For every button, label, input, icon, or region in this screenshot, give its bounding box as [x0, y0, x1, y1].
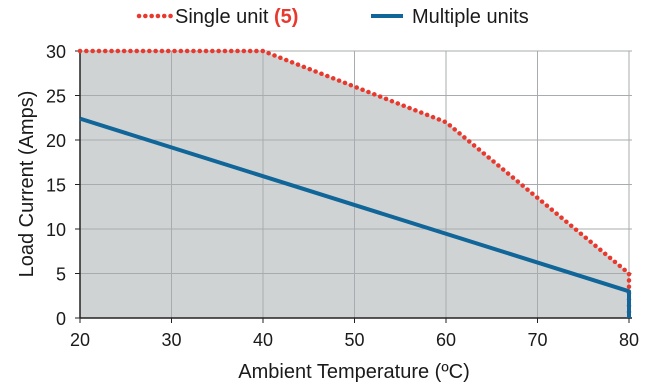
legend-label-multiple-units: Multiple units — [412, 6, 529, 28]
x-axis-label: Ambient Temperature (ºC) — [238, 361, 469, 383]
y-tick-label: 0 — [56, 309, 66, 329]
x-tick-label: 30 — [161, 330, 181, 350]
x-tick-label: 40 — [253, 330, 273, 350]
x-tick-label: 20 — [70, 330, 90, 350]
y-axis-label: Load Current (Amps) — [16, 91, 38, 278]
x-tick-label: 50 — [344, 330, 364, 350]
y-tick-label: 10 — [46, 220, 66, 240]
x-tick-label: 60 — [436, 330, 456, 350]
legend-label-single-unit: Single unit (5) — [175, 6, 298, 28]
y-tick-label: 15 — [46, 176, 66, 196]
legend-name-single-unit: Single unit — [175, 6, 269, 28]
y-tick-label: 25 — [46, 87, 66, 107]
series-line-single-unit — [77, 48, 632, 321]
x-tick-label: 70 — [527, 330, 547, 350]
plot-area: 20 30 40 50 60 70 80 0 5 10 15 20 25 30 — [46, 42, 639, 350]
y-tick-label: 20 — [46, 131, 66, 151]
y-tick-label: 5 — [56, 265, 66, 285]
legend-note-single-unit: (5) — [274, 6, 298, 28]
y-tick-label: 30 — [46, 42, 66, 62]
legend-item-multiple-units: Multiple units — [371, 6, 529, 28]
legend: Single unit (5) Multiple units — [136, 6, 529, 28]
series-line-multiple-units — [79, 116, 631, 318]
legend-item-single-unit: Single unit (5) — [136, 6, 298, 28]
x-tick-label: 80 — [619, 330, 639, 350]
